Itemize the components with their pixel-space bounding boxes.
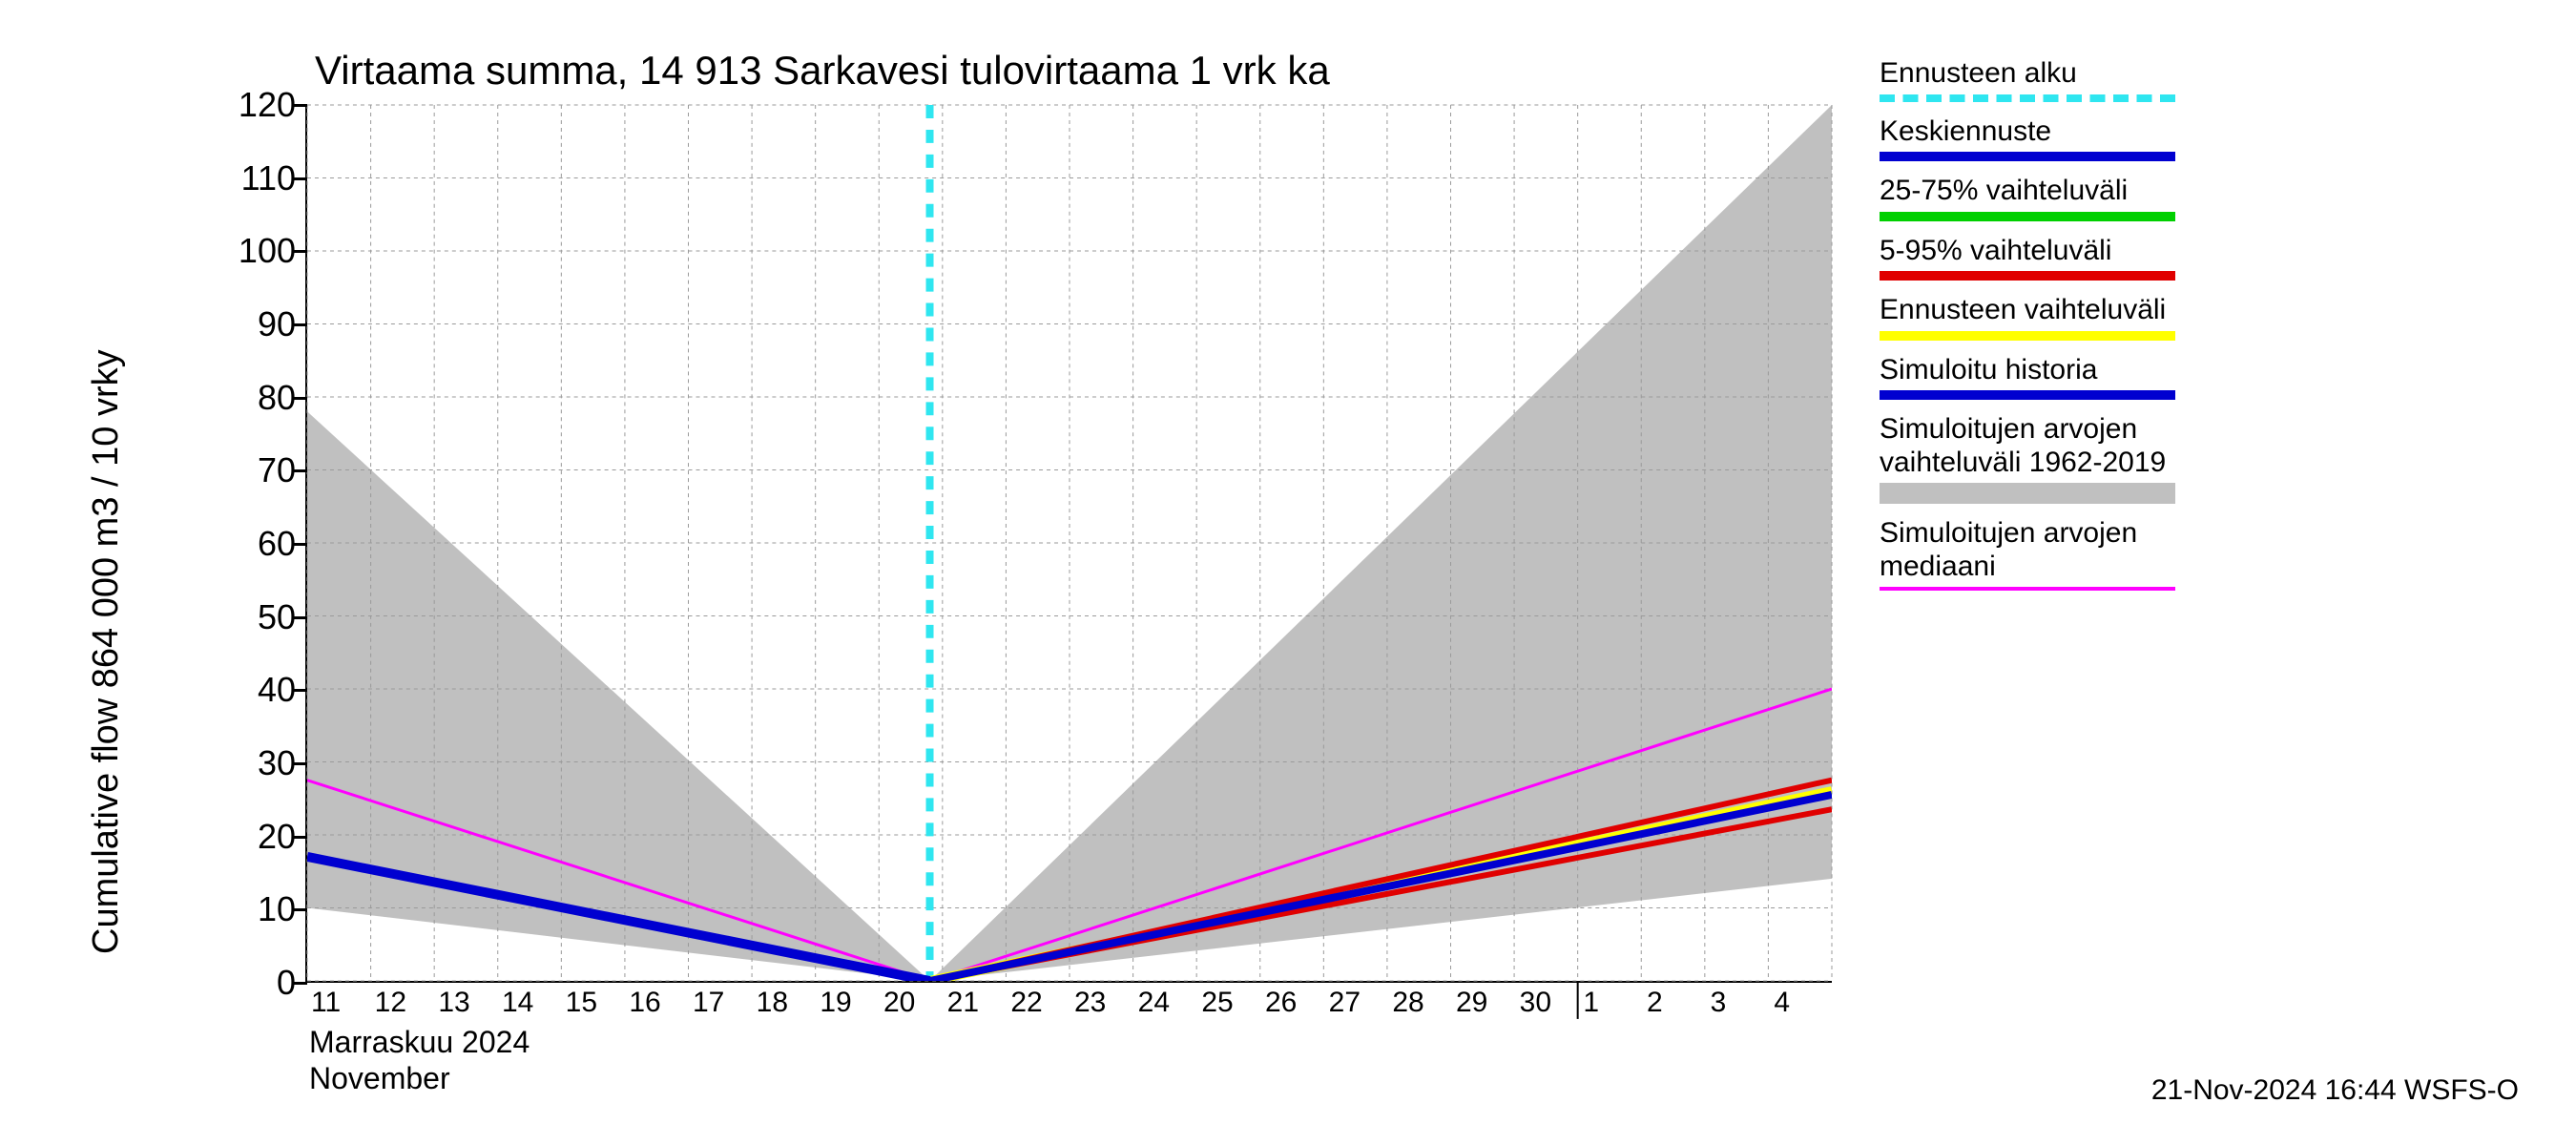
x-tick-label: 11 [311, 981, 341, 1019]
x-tick-label: 26 [1265, 981, 1297, 1019]
x-tick-label: 30 [1520, 981, 1551, 1019]
legend-entry: Ennusteen alku [1880, 57, 2175, 102]
legend-swatch [1880, 483, 2175, 504]
x-tick-label: 15 [566, 981, 597, 1019]
x-tick-label: 12 [375, 981, 406, 1019]
x-tick-label: 14 [502, 981, 533, 1019]
x-tick-label: 25 [1201, 981, 1233, 1019]
x-tick-label: 18 [757, 981, 788, 1019]
chart-title: Virtaama summa, 14 913 Sarkavesi tulovir… [315, 48, 1330, 94]
x-tick-label: 24 [1138, 981, 1170, 1019]
legend-label: Simuloitujen arvojen [1880, 517, 2175, 551]
x-tick-label: 29 [1456, 981, 1487, 1019]
y-axis-label: Cumulative flow 864 000 m3 / 10 vrky [86, 349, 127, 954]
x-month-label: November [309, 1061, 450, 1096]
legend-entry: Simuloitujen arvojenvaihteluväli 1962-20… [1880, 413, 2175, 504]
legend-entry: Simuloitu historia [1880, 354, 2175, 401]
x-tick-label: 1 [1583, 981, 1599, 1019]
legend-swatch [1880, 390, 2175, 400]
legend-label: Keskiennuste [1880, 115, 2175, 149]
x-tick-label: 3 [1711, 981, 1727, 1019]
legend-swatch [1880, 152, 2175, 161]
x-tick-label: 16 [629, 981, 660, 1019]
x-tick-label: 23 [1074, 981, 1106, 1019]
legend-label: vaihteluväli 1962-2019 [1880, 447, 2175, 480]
chart-svg [307, 105, 1832, 981]
legend-entry: 5-95% vaihteluväli [1880, 235, 2175, 281]
x-tick-label: 13 [438, 981, 469, 1019]
x-month-label: Marraskuu 2024 [309, 1025, 530, 1060]
footer-timestamp: 21-Nov-2024 16:44 WSFS-O [2151, 1074, 2519, 1107]
legend-swatch [1880, 212, 2175, 221]
plot-area: 0102030405060708090100110120111213141516… [305, 105, 1832, 983]
legend-swatch [1880, 587, 2175, 591]
x-tick-label: 17 [693, 981, 724, 1019]
legend-label: Simuloitu historia [1880, 354, 2175, 387]
x-tick-label: 22 [1010, 981, 1042, 1019]
legend-label: Ennusteen vaihteluväli [1880, 294, 2175, 327]
x-tick-label: 20 [883, 981, 915, 1019]
legend-label: Ennusteen alku [1880, 57, 2175, 91]
x-tick-label: 28 [1392, 981, 1423, 1019]
legend-label: Simuloitujen arvojen [1880, 413, 2175, 447]
x-tick-label: 27 [1329, 981, 1361, 1019]
x-tick-label: 21 [947, 981, 979, 1019]
legend-swatch [1880, 271, 2175, 281]
legend-swatch [1880, 331, 2175, 341]
x-tick-label: 4 [1774, 981, 1790, 1019]
x-tick-label: 19 [820, 981, 851, 1019]
legend-entry: 25-75% vaihteluväli [1880, 175, 2175, 221]
legend-swatch [1880, 94, 2175, 102]
x-tick-label: 2 [1647, 981, 1663, 1019]
legend-label: mediaani [1880, 551, 2175, 584]
legend-entry: Simuloitujen arvojenmediaani [1880, 517, 2175, 591]
legend: Ennusteen alku Keskiennuste 25-75% vaihtel… [1880, 57, 2175, 604]
legend-label: 25-75% vaihteluväli [1880, 175, 2175, 208]
chart-container: Virtaama summa, 14 913 Sarkavesi tulovir… [0, 0, 2576, 1145]
legend-label: 5-95% vaihteluväli [1880, 235, 2175, 268]
legend-entry: Keskiennuste [1880, 115, 2175, 162]
legend-entry: Ennusteen vaihteluväli [1880, 294, 2175, 341]
